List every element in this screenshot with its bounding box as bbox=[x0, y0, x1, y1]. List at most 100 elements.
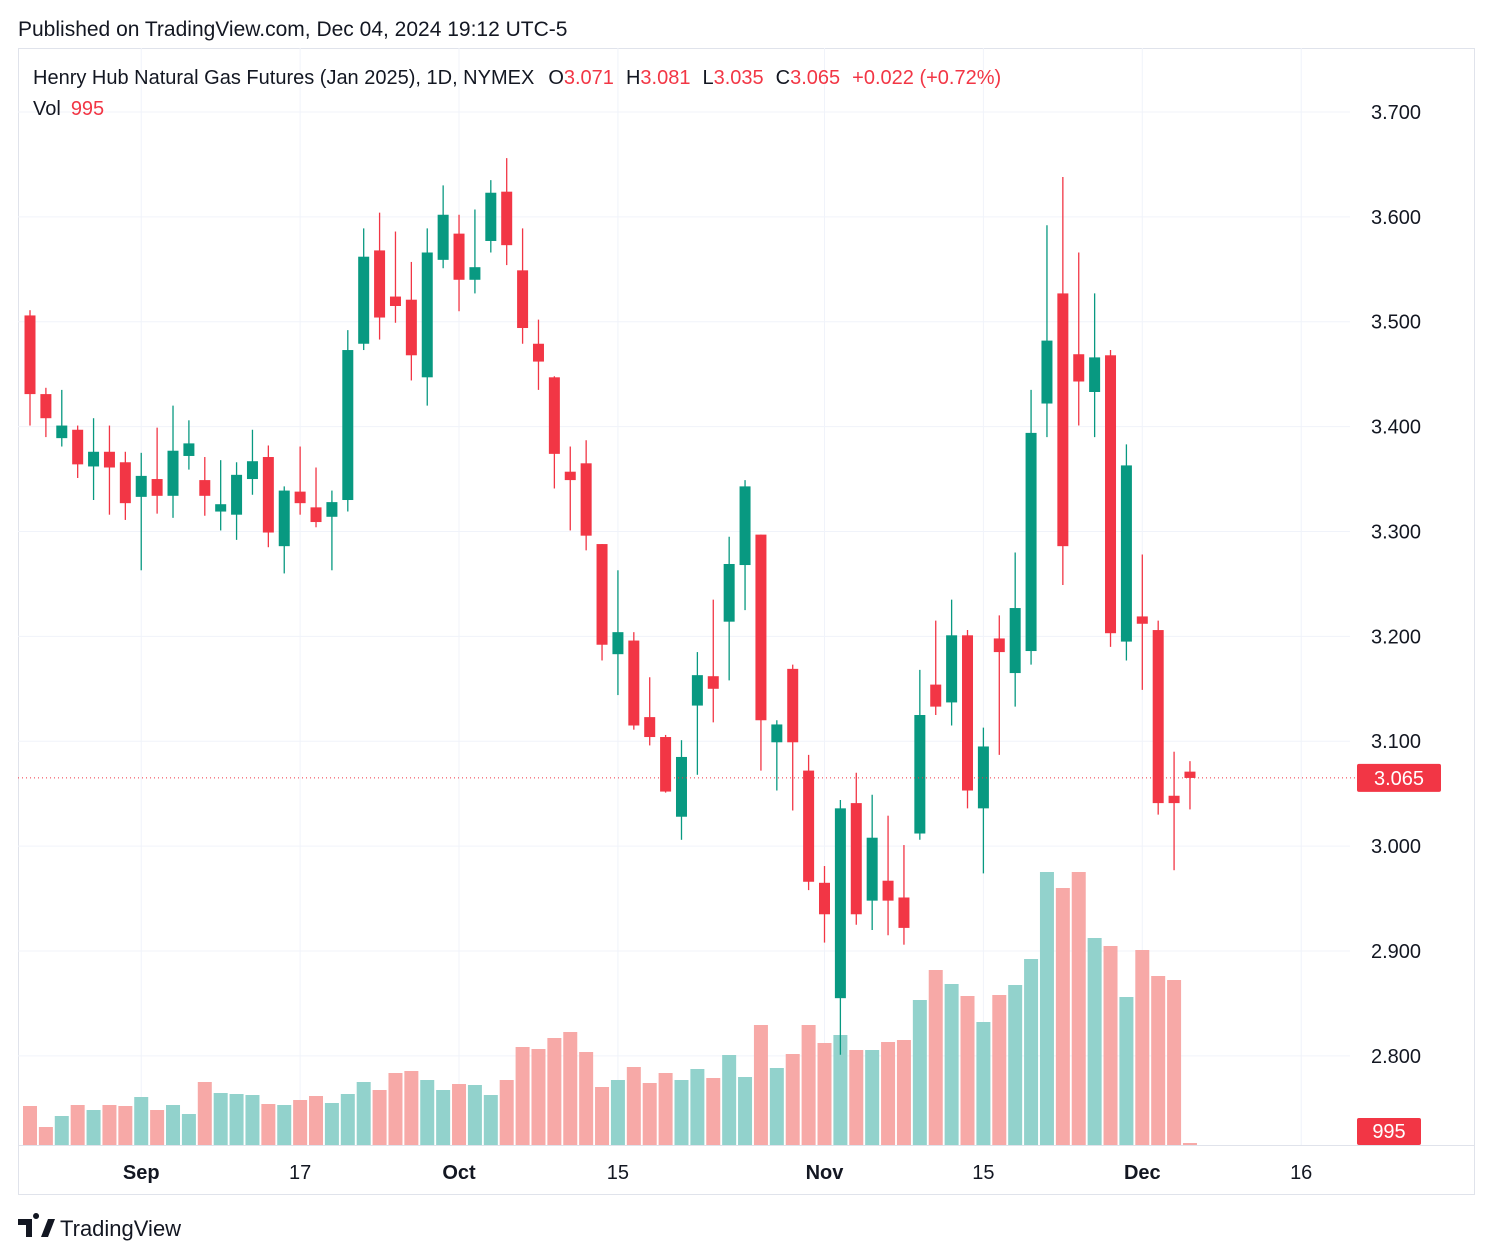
candle-body bbox=[485, 192, 497, 241]
volume-bar bbox=[1167, 980, 1182, 1145]
volume-bar bbox=[865, 1050, 880, 1145]
y-tick-label: 3.200 bbox=[1371, 626, 1421, 648]
y-tick-label: 3.600 bbox=[1371, 207, 1421, 229]
legend: Henry Hub Natural Gas Futures (Jan 2025)… bbox=[33, 67, 1001, 89]
y-tick-label: 3.500 bbox=[1371, 312, 1421, 334]
volume-layer bbox=[23, 872, 1197, 1145]
volume-bar bbox=[70, 1105, 85, 1145]
legend-value: 3.071 bbox=[564, 67, 614, 89]
y-tick-label: 3.400 bbox=[1371, 417, 1421, 439]
candle-body bbox=[294, 491, 306, 504]
volume-legend: Vol 995 bbox=[33, 98, 104, 120]
volume-bar bbox=[1119, 997, 1134, 1145]
candle-body bbox=[644, 717, 656, 738]
candle-body bbox=[771, 724, 783, 743]
candle-body bbox=[834, 808, 846, 999]
candle-body bbox=[88, 451, 100, 467]
volume-bar bbox=[293, 1100, 308, 1145]
volume-bar bbox=[404, 1071, 419, 1145]
volume-bar bbox=[817, 1043, 832, 1145]
last-price-box bbox=[1357, 763, 1441, 792]
candle-body bbox=[548, 377, 560, 454]
candle-body bbox=[231, 474, 243, 515]
volume-bar bbox=[1087, 938, 1102, 1145]
candle-body bbox=[342, 350, 354, 501]
volume-bar bbox=[928, 970, 943, 1145]
last-price-label: 3.065 bbox=[1374, 768, 1424, 790]
candle-body bbox=[1120, 465, 1132, 642]
overlay-layer: 2.800 2.900 3.000 3.100 3.200 3.300 3.400 3.500… bbox=[18, 67, 1474, 1184]
volume-bar bbox=[658, 1073, 673, 1145]
candle-body bbox=[596, 544, 608, 645]
brand-logo: TradingView bbox=[18, 1213, 181, 1241]
candle-body bbox=[405, 299, 417, 356]
volume-bar bbox=[23, 1106, 37, 1145]
candle-body bbox=[612, 632, 624, 655]
candle-body bbox=[977, 746, 989, 809]
x-tick-label: Oct bbox=[442, 1162, 476, 1184]
candle-body bbox=[1152, 630, 1164, 804]
x-tick-label: Dec bbox=[1124, 1162, 1161, 1184]
candle-body bbox=[135, 475, 147, 497]
candle-body bbox=[40, 394, 52, 419]
volume-bar bbox=[579, 1052, 594, 1145]
volume-bar bbox=[674, 1080, 689, 1145]
candle-body bbox=[151, 479, 163, 496]
volume-bar bbox=[1055, 888, 1070, 1145]
volume-bar bbox=[753, 1025, 768, 1145]
volume-bar bbox=[896, 1040, 911, 1145]
volume-bar bbox=[1071, 872, 1086, 1145]
candle-body bbox=[660, 737, 672, 792]
volume-label: 995 bbox=[1372, 1121, 1405, 1143]
candle-body bbox=[946, 635, 958, 703]
candle-body bbox=[1041, 340, 1053, 404]
volume-bar bbox=[309, 1096, 324, 1145]
legend-key: O bbox=[548, 67, 564, 89]
candle-body bbox=[628, 640, 640, 726]
x-tick-label: Nov bbox=[806, 1162, 845, 1184]
volume-bar bbox=[483, 1095, 498, 1145]
volume-box bbox=[1357, 1118, 1421, 1145]
x-tick-label: 15 bbox=[607, 1162, 629, 1184]
volume-bar bbox=[134, 1097, 149, 1145]
volume-bar bbox=[340, 1094, 355, 1145]
candle-body bbox=[437, 214, 449, 260]
candle-body bbox=[1009, 608, 1021, 674]
volume-bar bbox=[86, 1110, 101, 1145]
volume-bar bbox=[229, 1094, 244, 1145]
volume-bar bbox=[1182, 1143, 1197, 1145]
candle-body bbox=[564, 471, 576, 481]
candle-body bbox=[532, 343, 544, 362]
volume-bar bbox=[420, 1080, 435, 1145]
volume-bar bbox=[1039, 872, 1054, 1145]
candle-layer bbox=[24, 158, 1196, 1055]
volume-bar bbox=[531, 1049, 546, 1145]
candle-body bbox=[1136, 616, 1148, 624]
x-tick-label: 17 bbox=[289, 1162, 311, 1184]
candle-body bbox=[882, 880, 894, 901]
volume-bar bbox=[118, 1106, 133, 1145]
grid bbox=[18, 48, 1350, 1145]
volume-bar bbox=[785, 1054, 800, 1145]
candle-body bbox=[787, 668, 799, 743]
candle-body bbox=[358, 256, 370, 344]
candle-body bbox=[183, 443, 195, 456]
candle-body bbox=[215, 504, 227, 512]
volume-bar bbox=[515, 1047, 530, 1145]
candle-body bbox=[675, 756, 687, 817]
candle-body bbox=[24, 315, 36, 395]
volume-bar bbox=[642, 1083, 657, 1145]
candle-body bbox=[389, 296, 401, 306]
volume-bar bbox=[467, 1085, 482, 1145]
candle-body bbox=[501, 191, 513, 246]
candle-body bbox=[866, 837, 878, 901]
y-tick-label: 3.700 bbox=[1371, 102, 1421, 124]
volume-bar bbox=[356, 1082, 371, 1145]
candle-body bbox=[1057, 293, 1069, 547]
volume-bar bbox=[547, 1038, 562, 1145]
volume-bar bbox=[1103, 946, 1118, 1145]
volume-bar bbox=[54, 1116, 69, 1145]
volume-bar bbox=[944, 984, 959, 1145]
volume-bar bbox=[626, 1067, 641, 1145]
